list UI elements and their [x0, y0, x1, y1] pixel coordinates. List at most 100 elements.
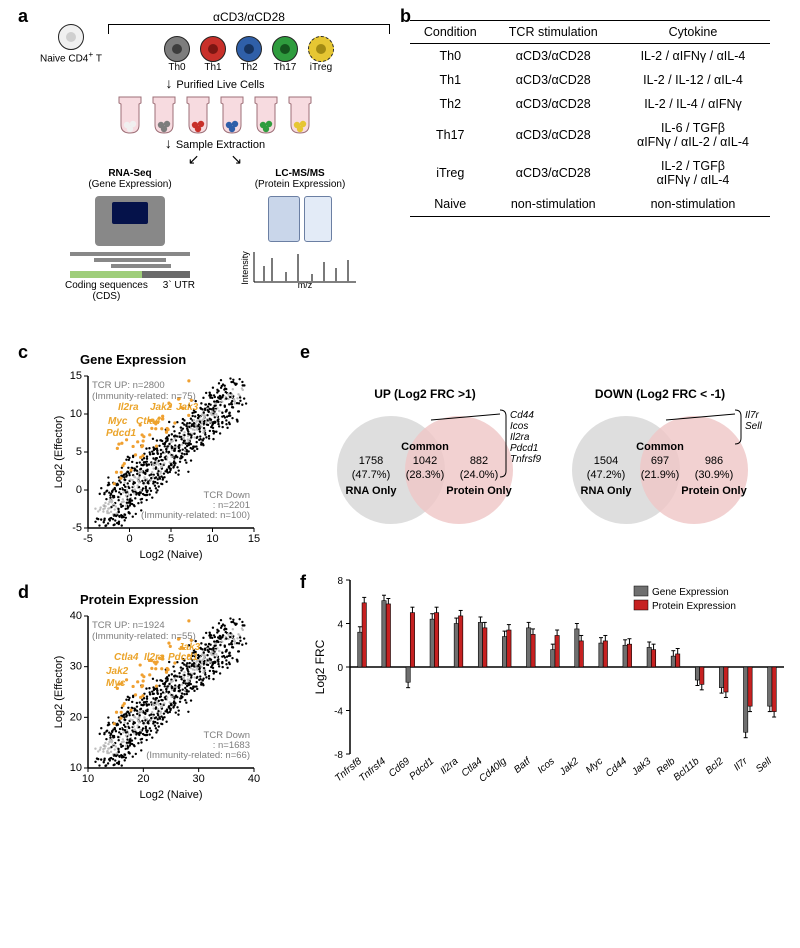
svg-text:Bcl11b: Bcl11b: [672, 756, 702, 784]
svg-text:RNA Only: RNA Only: [346, 485, 398, 497]
svg-text:-8: -8: [334, 750, 343, 761]
table-header: Cytokine: [616, 21, 770, 44]
svg-text:Myc: Myc: [584, 756, 605, 776]
svg-text:TCR UP: n=2800: TCR UP: n=2800: [92, 380, 165, 391]
svg-text:Cd40lg: Cd40lg: [477, 756, 509, 785]
svg-text:Log2 (Effector): Log2 (Effector): [53, 416, 65, 489]
svg-text:-4: -4: [334, 707, 343, 718]
svg-text:Sell: Sell: [754, 755, 774, 775]
svg-text:Common: Common: [401, 441, 449, 453]
svg-text:Jak3: Jak3: [176, 402, 199, 413]
svg-text:40: 40: [248, 773, 260, 785]
svg-text:40: 40: [70, 610, 82, 622]
svg-text:15: 15: [70, 370, 82, 382]
svg-text:Ctla4: Ctla4: [114, 652, 139, 663]
svg-text:697: 697: [651, 455, 669, 467]
conditions-table: ConditionTCR stimulationCytokine Th0αCD3…: [410, 20, 770, 217]
panel-c: Gene Expression -5-5005510101515Log2 (Na…: [50, 370, 250, 570]
svg-text:Jak2: Jak2: [106, 666, 129, 677]
svg-text:Bcl2: Bcl2: [704, 756, 726, 777]
svg-text:Il7r: Il7r: [732, 755, 750, 773]
bar-chart: -8-4048Log2 FRCTnfrsf8Tnfrsf4Cd69Pdcd1Il…: [310, 570, 790, 820]
svg-text:Protein Only: Protein Only: [446, 485, 512, 497]
svg-text:Cd44: Cd44: [510, 410, 534, 421]
label-c: c: [18, 342, 28, 363]
svg-text:Log2 (Naive): Log2 (Naive): [140, 789, 203, 801]
panel-b: ConditionTCR stimulationCytokine Th0αCD3…: [410, 20, 770, 217]
svg-text:(30.9%): (30.9%): [695, 469, 734, 481]
panel-e: UP (Log2 FRC >1)Common1042(28.3%)1758(47…: [310, 360, 790, 550]
svg-text:Il2ra: Il2ra: [510, 432, 530, 443]
table-row: Th2αCD3/αCD28IL-2 / IL-4 / αIFNγ: [410, 92, 770, 116]
table-row: Naivenon-stimulationnon-stimulation: [410, 192, 770, 217]
svg-text:m/z: m/z: [298, 280, 313, 288]
panel-c-title: Gene Expression: [80, 352, 186, 367]
venn-diagram: UP (Log2 FRC >1)Common1042(28.3%)1758(47…: [310, 360, 790, 550]
svg-text:1504: 1504: [594, 455, 618, 467]
svg-text:(24.0%): (24.0%): [460, 469, 499, 481]
label-e: e: [300, 342, 310, 363]
svg-text:Pdcd1: Pdcd1: [106, 428, 136, 439]
svg-text:Il7r: Il7r: [745, 410, 760, 421]
svg-text:UP (Log2 FRC >1): UP (Log2 FRC >1): [374, 387, 475, 401]
panel-a: Naive CD4+ T αCD3/αCD28 Th0 Th1 Th2 Th17…: [40, 10, 390, 320]
panel-f: -8-4048Log2 FRCTnfrsf8Tnfrsf4Cd69Pdcd1Il…: [310, 570, 790, 820]
table-header: Condition: [410, 21, 491, 44]
svg-text:Icos: Icos: [536, 756, 557, 776]
svg-text:Gene Expression: Gene Expression: [652, 587, 729, 598]
svg-text:RNA Only: RNA Only: [581, 485, 633, 497]
svg-text:(Immunity-related: n=55): (Immunity-related: n=55): [92, 631, 196, 642]
svg-text:(Immunity-related: n=100): (Immunity-related: n=100): [141, 510, 250, 521]
table-row: Th17αCD3/αCD28IL-6 / TGFβαIFNγ / αIL-2 /…: [410, 116, 770, 154]
svg-text:(Immunity-related: n=66): (Immunity-related: n=66): [146, 750, 250, 761]
svg-text:Log2 (Naive): Log2 (Naive): [140, 549, 203, 561]
svg-text:Protein Only: Protein Only: [681, 485, 747, 497]
label-a: a: [18, 6, 28, 27]
label-d: d: [18, 582, 29, 603]
svg-text:(Immunity-related: n=75): (Immunity-related: n=75): [92, 391, 196, 402]
svg-text:15: 15: [248, 533, 260, 545]
svg-text:10: 10: [70, 408, 82, 420]
svg-text:Common: Common: [636, 441, 684, 453]
svg-text:Jak2: Jak2: [557, 756, 581, 779]
svg-text:30: 30: [193, 773, 205, 785]
svg-text:5: 5: [168, 533, 174, 545]
svg-text:Jak2: Jak2: [150, 402, 173, 413]
svg-text:8: 8: [337, 576, 343, 587]
table-header: TCR stimulation: [491, 21, 616, 44]
svg-text:10: 10: [206, 533, 218, 545]
svg-text:Il2ra: Il2ra: [118, 402, 139, 413]
svg-text:(21.9%): (21.9%): [641, 469, 680, 481]
svg-text:10: 10: [82, 773, 94, 785]
svg-text:Il2ra: Il2ra: [438, 756, 460, 777]
svg-text:Batf: Batf: [512, 755, 534, 776]
svg-text:Pdcd1: Pdcd1: [168, 652, 198, 663]
svg-text:Log2 FRC: Log2 FRC: [313, 639, 327, 694]
svg-text:20: 20: [70, 711, 82, 723]
svg-text:Sell: Sell: [745, 421, 762, 432]
svg-text:0: 0: [337, 663, 343, 674]
table-row: Th1αCD3/αCD28IL-2 / IL-12 / αIL-4: [410, 68, 770, 92]
svg-text:20: 20: [137, 773, 149, 785]
svg-text:Myc: Myc: [106, 678, 126, 689]
svg-text:882: 882: [470, 455, 488, 467]
label-f: f: [300, 572, 306, 593]
svg-text:Pdcd1: Pdcd1: [510, 443, 538, 454]
svg-text:986: 986: [705, 455, 723, 467]
svg-text:-5: -5: [83, 533, 93, 545]
svg-text:Tnfrsf9: Tnfrsf9: [510, 454, 542, 465]
svg-text:Protein Expression: Protein Expression: [652, 601, 736, 612]
svg-text:0: 0: [126, 533, 132, 545]
scatter-protein: 1010202030304040Log2 (Naive)Log2 (Effect…: [50, 610, 280, 820]
svg-text:Ctla4: Ctla4: [136, 416, 161, 427]
svg-text:Pdcd1: Pdcd1: [408, 756, 437, 783]
svg-text:Il2ra: Il2ra: [144, 652, 165, 663]
svg-text:Cd44: Cd44: [604, 756, 630, 780]
svg-text:Icos: Icos: [510, 421, 528, 432]
svg-text:Jak3: Jak3: [629, 756, 653, 779]
table-row: iTregαCD3/αCD28IL-2 / TGFβαIFNγ / αIL-4: [410, 154, 770, 192]
panel-d-title: Protein Expression: [80, 592, 198, 607]
svg-text:Intensity: Intensity: [240, 251, 250, 285]
svg-text:DOWN (Log2 FRC < -1): DOWN (Log2 FRC < -1): [595, 387, 725, 401]
scatter-gene: -5-5005510101515Log2 (Naive)Log2 (Effect…: [50, 370, 280, 580]
